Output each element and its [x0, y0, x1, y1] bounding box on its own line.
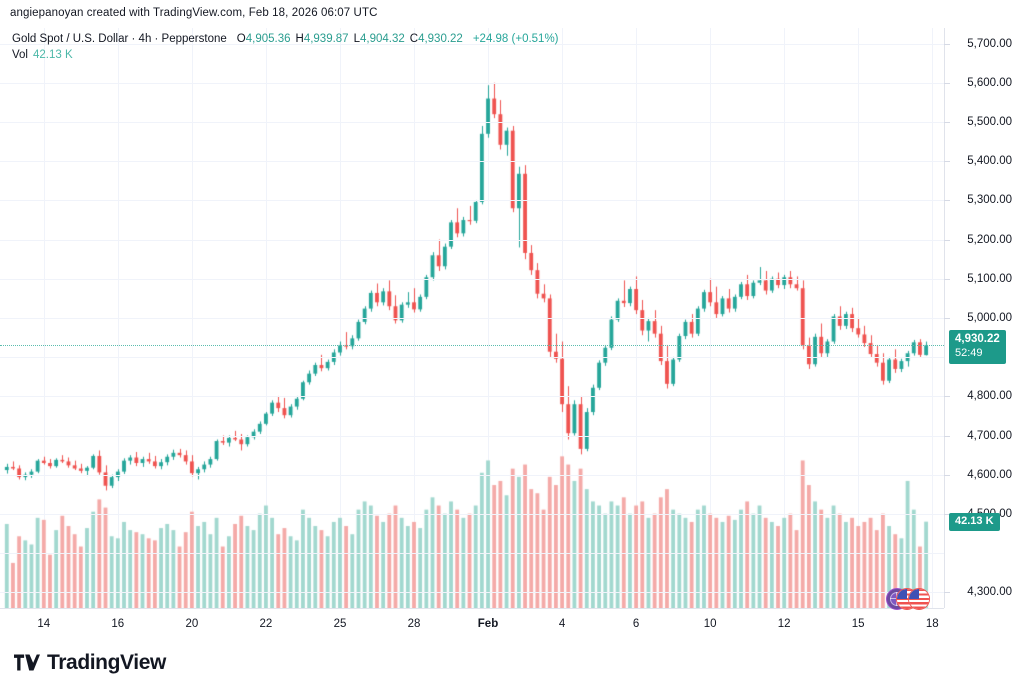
- price-axis-tick: [944, 318, 950, 319]
- time-axis-label: 22: [259, 618, 273, 630]
- time-axis-label: 20: [185, 618, 199, 630]
- horizontal-gridline: [0, 318, 944, 319]
- horizontal-gridline: [0, 435, 944, 437]
- price-axis-tick: [944, 239, 950, 241]
- economic-events-markers[interactable]: [886, 588, 932, 612]
- current-price-value: 4,930.22: [955, 333, 1000, 346]
- time-axis-label: 18: [925, 618, 939, 630]
- close-label: C: [409, 33, 419, 45]
- price-axis-label: 5,000.00: [967, 312, 1012, 324]
- open-value: 4,905.36: [245, 33, 291, 45]
- price-axis-tick: [944, 82, 950, 84]
- horizontal-gridline: [0, 43, 944, 45]
- low-value: 4,904.32: [359, 33, 405, 45]
- price-axis-label: 5,200.00: [967, 233, 1012, 246]
- tradingview-footer[interactable]: TradingView: [14, 652, 166, 673]
- legend-primary-row: Gold Spot / U.S. Dollar · 4h · Peppersto…: [12, 32, 559, 46]
- horizontal-gridline: [0, 82, 944, 84]
- price-axis-label: 5,100.00: [967, 272, 1012, 285]
- horizontal-gridline: [0, 161, 944, 163]
- horizontal-gridline: [0, 122, 944, 124]
- change-value: +24.98 (+0.51%): [472, 33, 559, 45]
- time-axis-label: 15: [851, 618, 865, 630]
- horizontal-gridline: [0, 396, 944, 398]
- horizontal-gridline: [0, 239, 944, 241]
- price-axis-tick: [944, 474, 950, 476]
- high-label: H: [295, 33, 304, 45]
- horizontal-gridline: [0, 357, 944, 359]
- price-axis-label: 5,300.00: [967, 194, 1012, 207]
- economic-event-usa-flag-icon[interactable]: [908, 588, 930, 610]
- time-axis-label: 12: [777, 618, 791, 630]
- time-axis-label: 14: [37, 618, 51, 630]
- price-axis-tick: [944, 435, 950, 437]
- time-axis-label: 4: [558, 618, 566, 630]
- price-axis-label: 5,500.00: [967, 116, 1012, 129]
- chart-legend[interactable]: Gold Spot / U.S. Dollar · 4h · Peppersto…: [12, 32, 559, 62]
- current-price-tag[interactable]: 4,930.22 52:49: [949, 330, 1006, 365]
- tradingview-logo-icon: [14, 654, 40, 671]
- low-label: L: [353, 33, 360, 45]
- price-axis-tick: [944, 161, 950, 163]
- price-axis-tick: [944, 122, 950, 124]
- symbol-title[interactable]: Gold Spot / U.S. Dollar · 4h · Peppersto…: [12, 33, 227, 45]
- horizontal-gridline: [0, 200, 944, 202]
- high-value: 4,939.87: [303, 33, 349, 45]
- attribution-text: angiepanoyan created with TradingView.co…: [10, 7, 378, 19]
- current-price-line: [0, 345, 944, 347]
- horizontal-gridline: [0, 592, 944, 594]
- horizontal-gridline: [0, 474, 944, 476]
- volume-value-tag[interactable]: 42.13 K: [949, 512, 1000, 531]
- price-axis-label: 5,700.00: [967, 37, 1012, 50]
- chart-plot-area[interactable]: [0, 28, 944, 608]
- time-axis[interactable]: 14 16 20 22 25 28 Feb 4 6 10 12 15 18: [0, 608, 944, 638]
- price-axis-tick: [944, 592, 950, 594]
- bar-countdown: 52:49: [955, 346, 983, 359]
- horizontal-gridline: [0, 513, 944, 515]
- x-axis-separator: [0, 608, 944, 609]
- price-axis-tick: [944, 513, 950, 515]
- volume-label[interactable]: Vol: [12, 49, 28, 61]
- price-axis-tick: [944, 278, 950, 280]
- open-label: O: [236, 33, 246, 45]
- tradingview-brand-text: TradingView: [47, 651, 166, 674]
- time-axis-label: 10: [703, 618, 717, 630]
- time-axis-label: 28: [407, 618, 421, 630]
- price-axis-tick: [944, 43, 950, 45]
- time-axis-label: 25: [333, 618, 347, 630]
- time-axis-label: 6: [632, 618, 640, 630]
- horizontal-gridline: [0, 553, 944, 555]
- horizontal-gridline: [0, 278, 944, 280]
- price-axis-label: 4,300.00: [967, 586, 1012, 599]
- price-axis-label: 5,400.00: [967, 155, 1012, 168]
- price-axis-tick: [944, 200, 950, 202]
- time-axis-label: 16: [111, 618, 125, 630]
- legend-volume-row: Vol 42.13 K: [12, 48, 559, 62]
- price-axis[interactable]: 5,700.00 5,600.00 5,500.00 5,400.00 5,300.00…: [944, 28, 1024, 608]
- price-axis-label: 4,600.00: [967, 468, 1012, 481]
- close-value: 4,930.22: [418, 33, 463, 45]
- price-axis-tick: [944, 396, 950, 398]
- price-axis-label: 4,700.00: [967, 429, 1012, 442]
- price-axis-label: 5,600.00: [967, 76, 1012, 89]
- price-axis-label: 4,800.00: [967, 390, 1012, 403]
- volume-value: 42.13 K: [33, 49, 73, 61]
- time-axis-label: Feb: [477, 618, 499, 630]
